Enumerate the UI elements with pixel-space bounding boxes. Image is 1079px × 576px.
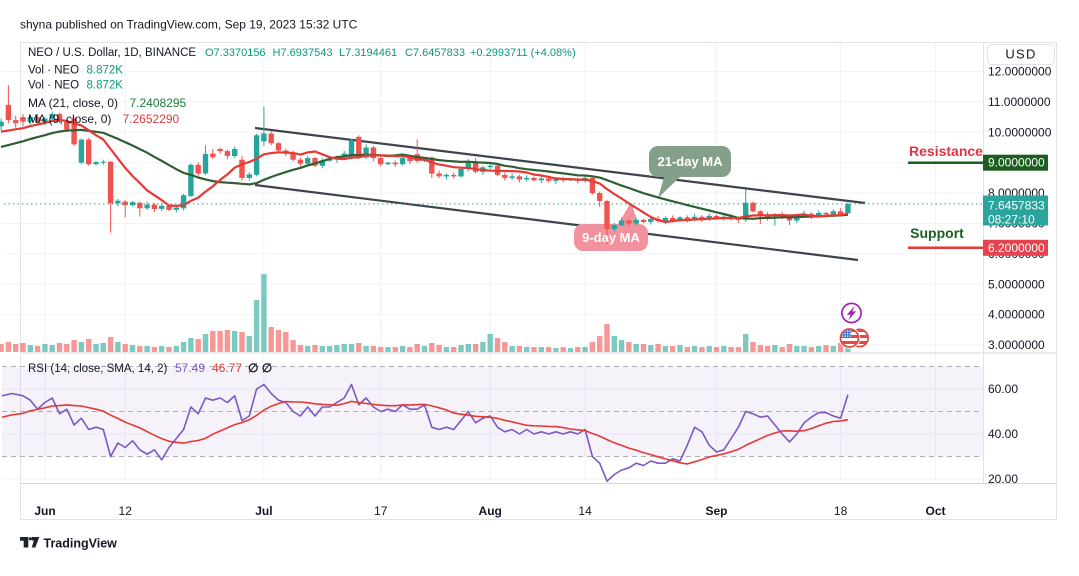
svg-text:46.77: 46.77 <box>212 361 242 375</box>
svg-text:NEO / U.S. Dollar, 1D, BINANCE: NEO / U.S. Dollar, 1D, BINANCE <box>28 47 196 59</box>
svg-text:40.00: 40.00 <box>988 427 1018 441</box>
svg-text:MA (9, close, 0): MA (9, close, 0) <box>28 112 111 126</box>
svg-text:RSI (14, close, SMA, 14, 2): RSI (14, close, SMA, 14, 2) <box>28 363 168 375</box>
svg-text:60.00: 60.00 <box>988 382 1018 396</box>
svg-text:5.0000000: 5.0000000 <box>988 277 1045 291</box>
svg-text:USD: USD <box>1005 47 1036 62</box>
svg-text:7.6457833: 7.6457833 <box>988 199 1045 213</box>
svg-text:7.2652290: 7.2652290 <box>123 112 180 126</box>
svg-text:12.0000000: 12.0000000 <box>988 65 1052 79</box>
svg-text:Sep: Sep <box>705 504 727 518</box>
svg-text:C7.6457833: C7.6457833 <box>405 47 465 59</box>
svg-text:Jul: Jul <box>255 504 272 518</box>
svg-text:L7.3194461: L7.3194461 <box>339 47 397 59</box>
svg-text:Vol · NEO: Vol · NEO <box>28 80 79 92</box>
svg-text:shyna published on TradingView: shyna published on TradingView.com, Sep … <box>20 18 358 32</box>
svg-text:4.0000000: 4.0000000 <box>988 308 1045 322</box>
svg-text:8.872K: 8.872K <box>87 80 124 92</box>
svg-text:18: 18 <box>834 504 848 518</box>
svg-text:Support: Support <box>910 225 964 241</box>
svg-text:Aug: Aug <box>479 504 502 518</box>
svg-text:Resistance: Resistance <box>909 143 983 159</box>
svg-text:+0.2993711 (+4.08%): +0.2993711 (+4.08%) <box>470 47 576 59</box>
svg-text:MA (21, close, 0): MA (21, close, 0) <box>28 96 118 110</box>
svg-text:08:27:10: 08:27:10 <box>988 213 1035 227</box>
svg-text:14: 14 <box>578 504 592 518</box>
svg-text:10.0000000: 10.0000000 <box>988 125 1052 139</box>
svg-text:8.872K: 8.872K <box>87 65 124 77</box>
svg-text:Oct: Oct <box>925 504 945 518</box>
svg-text:∅ ∅: ∅ ∅ <box>248 361 272 375</box>
svg-text:Vol · NEO: Vol · NEO <box>28 65 79 77</box>
svg-text:H7.6937543: H7.6937543 <box>273 47 333 59</box>
svg-text:20.00: 20.00 <box>988 472 1018 486</box>
svg-text:9.0000000: 9.0000000 <box>988 156 1045 170</box>
svg-text:7.2408295: 7.2408295 <box>130 96 187 110</box>
svg-text:21-day MA: 21-day MA <box>657 154 723 169</box>
svg-text:3.0000000: 3.0000000 <box>988 338 1045 352</box>
svg-text:11.0000000: 11.0000000 <box>988 95 1051 109</box>
svg-text:Jun: Jun <box>34 504 55 518</box>
svg-text:TradingView: TradingView <box>44 537 118 551</box>
svg-text:57.49: 57.49 <box>175 361 205 375</box>
svg-text:12: 12 <box>119 504 133 518</box>
svg-text:O7.3370156: O7.3370156 <box>205 47 266 59</box>
svg-text:17: 17 <box>374 504 388 518</box>
svg-text:9-day MA: 9-day MA <box>582 230 640 245</box>
svg-text:6.2000000: 6.2000000 <box>988 241 1045 255</box>
